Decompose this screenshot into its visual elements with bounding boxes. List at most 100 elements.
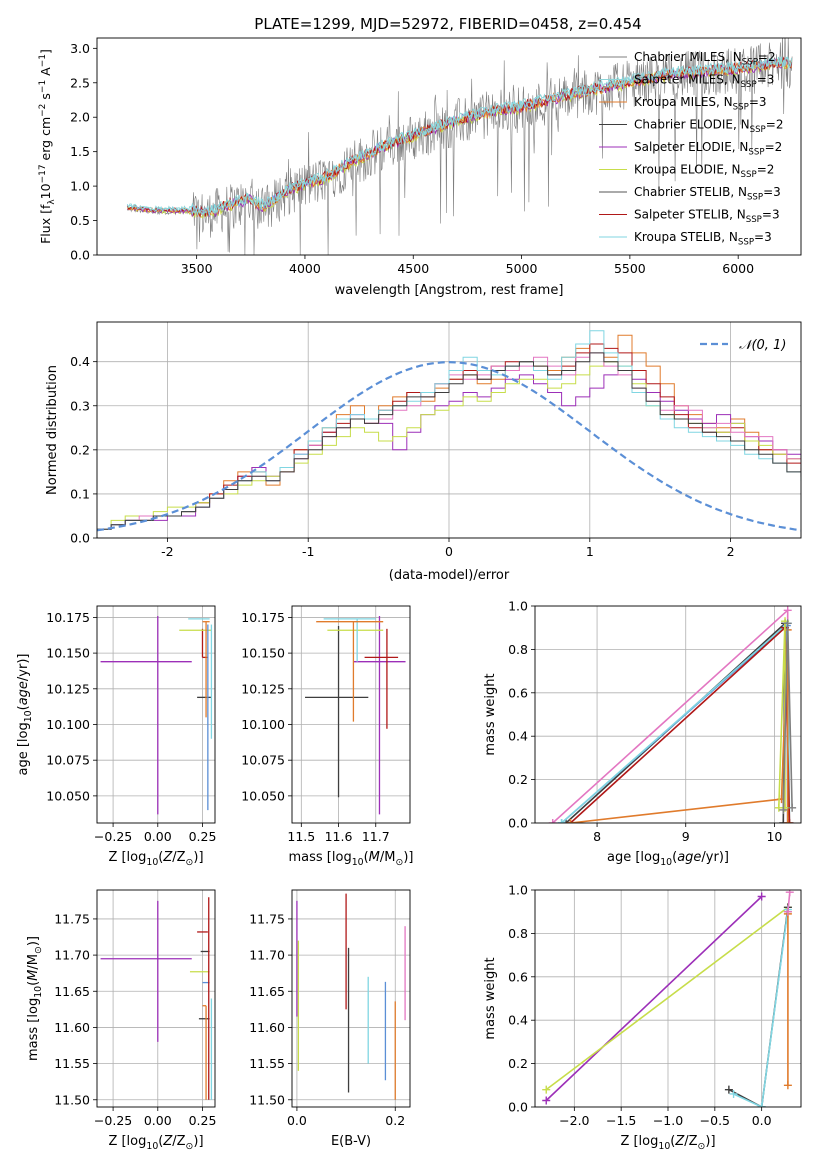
plus-marker [724,1085,733,1094]
x-tick-label: 2 [727,544,735,559]
y-tick-label: 11.60 [249,1020,285,1035]
y-tick-label: 10.075 [46,753,90,768]
x-tick-label: 10 [766,829,782,844]
plus-marker [783,907,792,916]
y-tick-label: 0.3 [70,398,90,413]
y-tick-label: 0.2 [508,772,528,787]
weight-line [569,625,791,823]
panel-massweight_vs_Z: −2.0 −1.5 −1.0 −0.5 0.0 0.0 0.2 0.4 0.6 0.8 1.0 Z [… [483,883,802,1152]
panels-group: 3500 4000 4500 5000 5500 6000 0.0 0.5 1.0 1.5 2.0 2… [16,37,802,1152]
y-tick-label: 3.0 [70,41,90,56]
y-tick-label: 0.4 [508,1013,528,1028]
plot-area [292,606,410,823]
y-tick-label: 10.050 [241,788,285,803]
x-axis-label: mass [log10(M/M⊙)] [289,850,414,868]
x-tick-label: 0.25 [189,1113,217,1128]
y-tick-label: 11.65 [249,984,285,999]
x-tick-label: 11.7 [362,829,390,844]
y-tick-label: 1.5 [70,144,90,159]
legend-label: Chabrier STELIB, NSSP=3 [634,185,781,203]
x-tick-label: 0.00 [144,829,172,844]
figure-title: PLATE=1299, MJD=52972, FIBERID=0458, z=0… [254,15,641,33]
plus-marker [566,819,575,823]
axes-frame [534,605,802,824]
legend-label: Salpeter STELIB, NSSP=3 [634,208,780,226]
plot-area [97,322,801,538]
plus-marker [785,819,794,823]
legend-label: Kroupa STELIB, NSSP=3 [634,230,772,248]
y-tick-label: 0.0 [70,248,90,263]
plus-marker [783,1081,792,1090]
panel-massweight_vs_age: 8 9 10 0.0 0.2 0.4 0.6 0.8 1.0 age [log10(age/yr)… [483,599,802,868]
weight-line [552,608,789,823]
plus-marker [757,1103,766,1107]
panel-spectrum: 3500 4000 4500 5000 5500 6000 0.0 0.5 1.0 1.5 2.0 2… [38,37,802,298]
plus-marker [783,606,792,615]
x-tick-label: 0 [445,544,453,559]
y-tick-label: 1.0 [70,179,90,194]
plus-marker [557,819,566,823]
y-tick-label: 2.0 [70,110,90,125]
axes-frame [96,605,216,824]
plus-marker [729,1089,738,1098]
legend-label: Kroupa MILES, NSSP=3 [634,95,767,113]
y-tick-label: 0.2 [508,1056,528,1071]
x-axis-label: (data-model)/error [389,568,510,583]
panel-mass_vs_ebv: 0.0 0.2 11.50 11.55 11.60 11.65 11.70 11.75 E(B-… [249,889,411,1149]
x-tick-label: 4000 [289,261,321,276]
x-axis-label: age [log10(age/yr)] [607,850,729,868]
plot-area [97,606,215,823]
y-tick-label: 11.65 [54,984,90,999]
panel-age_vs_mass: 11.5 11.6 11.7 10.050 10.075 10.100 10.125 10.1… [241,605,414,868]
y-tick-label: 10.075 [241,753,285,768]
y-tick-label: 0.6 [508,969,528,984]
plus-marker [788,803,797,812]
normal-curve [97,360,801,532]
y-axis-label: mass weight [483,957,498,1039]
plus-marker [779,805,788,814]
x-axis-label: wavelength [Angstrom, rest frame] [335,283,564,298]
x-tick-label: −2.0 [559,1113,589,1128]
legend-label: Kroupa ELODIE, NSSP=2 [634,163,774,181]
y-tick-label: 11.55 [54,1056,90,1071]
plot-area [535,606,801,823]
y-tick-label: 0.8 [508,926,528,941]
panel-residuals: -2 -1 0 1 2 0.0 0.1 0.2 0.3 0.4 (data-model)/error… [45,321,802,583]
x-tick-label: 1 [586,544,594,559]
x-tick-label: 0.0 [287,1113,307,1128]
plus-marker [783,819,792,823]
x-tick-label: 5500 [614,261,646,276]
x-tick-label: −1.0 [653,1113,683,1128]
spectrum-salpeter_miles [127,56,792,216]
y-tick-label: 0.2 [70,442,90,457]
x-axis-label: Z [log10(Z/Z⊙)] [108,850,203,868]
y-tick-label: 10.175 [46,610,90,625]
y-axis-label: mass weight [483,673,498,755]
plus-marker [757,892,766,901]
x-tick-label: −0.5 [700,1113,730,1128]
axes-frame [534,889,802,1108]
weight-line [728,907,789,1107]
axes-frame [291,889,411,1108]
y-tick-label: 11.50 [249,1092,285,1107]
y-tick-label: 10.150 [241,646,285,661]
x-tick-label: -2 [161,544,173,559]
y-tick-label: 2.5 [70,75,90,90]
y-tick-label: 1.0 [508,883,528,898]
x-tick-label: 3500 [181,261,213,276]
plus-marker [542,1096,551,1105]
x-tick-label: −1.5 [606,1113,636,1128]
y-tick-label: 11.60 [54,1020,90,1035]
x-tick-label: 0.25 [189,829,217,844]
y-tick-label: 0.6 [508,685,528,700]
x-tick-label: 0.2 [385,1113,405,1128]
plus-marker [779,819,788,823]
x-tick-label: 11.5 [287,829,315,844]
plot-area [97,890,215,1107]
y-tick-label: 11.70 [249,948,285,963]
plus-marker [783,619,792,628]
plus-marker [562,819,571,823]
y-tick-label: 10.150 [46,646,90,661]
legend-label: Salpeter ELODIE, NSSP=2 [634,140,782,158]
